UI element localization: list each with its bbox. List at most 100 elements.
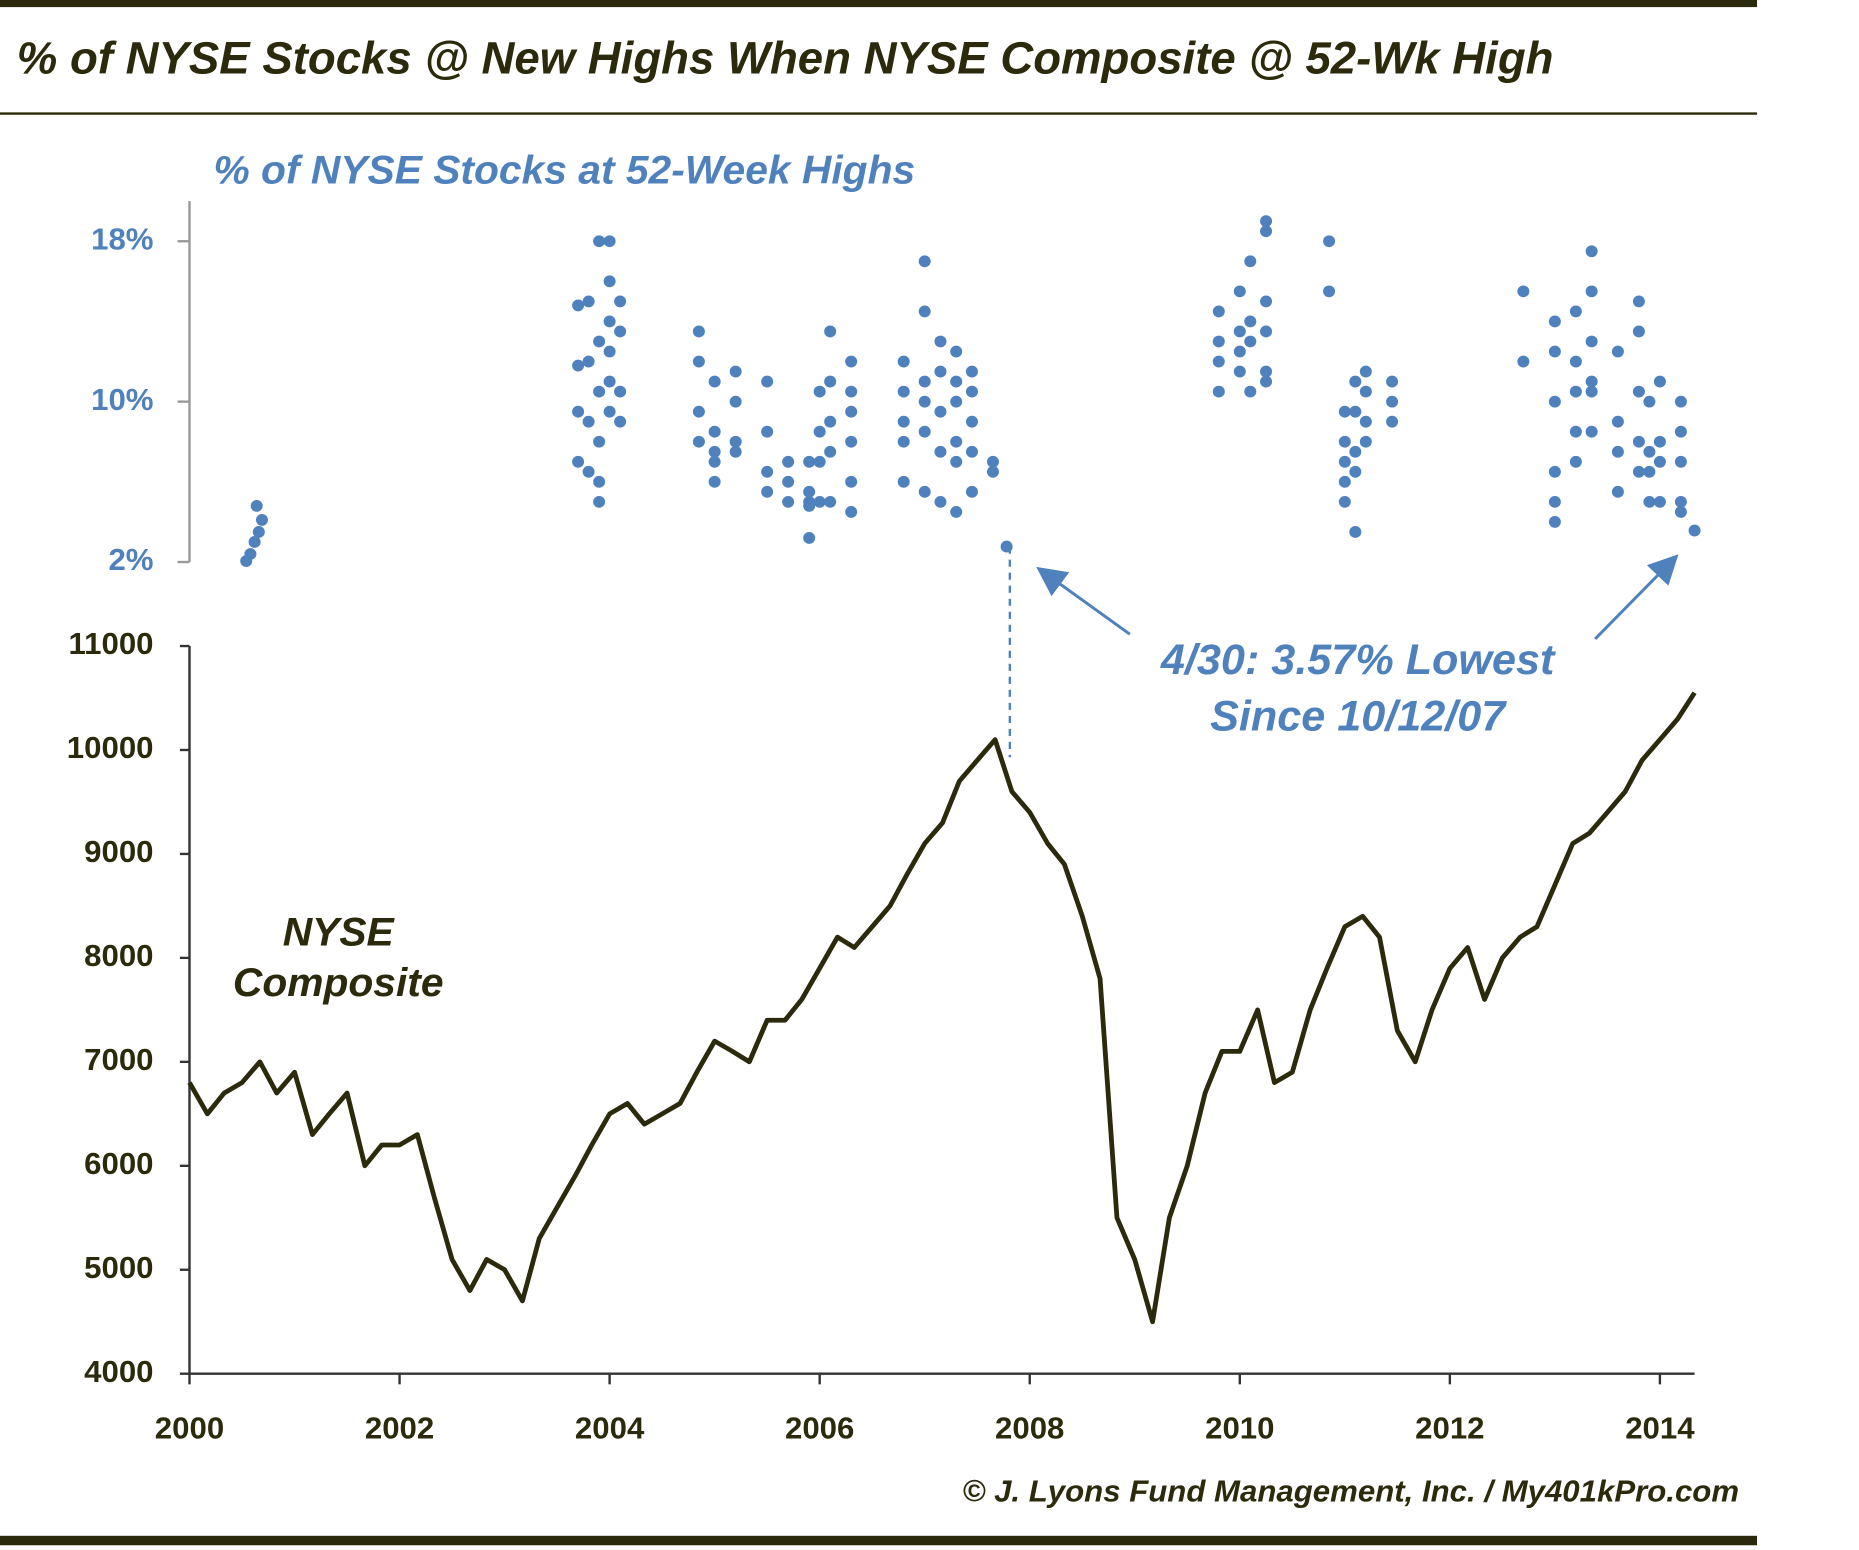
point — [1611, 445, 1624, 458]
arrow — [1036, 566, 1131, 636]
point — [897, 415, 910, 428]
point — [918, 395, 931, 408]
point — [692, 405, 705, 418]
point — [1674, 505, 1687, 518]
scatter-title: % of NYSE Stocks at 52-Week Highs — [213, 147, 915, 193]
point — [1569, 425, 1582, 438]
y-tick-label: 5000 — [84, 1250, 153, 1285]
point — [614, 325, 627, 338]
point — [582, 415, 595, 428]
point — [1569, 305, 1582, 318]
point — [803, 532, 816, 544]
point — [1688, 524, 1701, 537]
point — [1585, 245, 1598, 258]
point — [1653, 495, 1666, 508]
point — [1212, 385, 1225, 398]
point — [1338, 475, 1351, 488]
point — [1233, 325, 1246, 338]
point — [845, 505, 858, 518]
point — [824, 325, 837, 338]
point — [1585, 285, 1598, 298]
point — [934, 365, 947, 378]
point — [1359, 435, 1372, 448]
point — [782, 495, 795, 508]
point — [593, 475, 606, 488]
point — [761, 465, 774, 478]
point — [582, 355, 595, 368]
point — [1260, 325, 1273, 338]
x-tick-label: 2008 — [995, 1411, 1064, 1446]
point — [824, 445, 837, 458]
point — [1349, 375, 1362, 388]
point — [782, 455, 795, 468]
point — [897, 435, 910, 448]
point — [692, 435, 705, 448]
point — [603, 405, 616, 418]
y-tick-label: 6000 — [84, 1146, 153, 1181]
point — [1585, 375, 1598, 388]
top-rule — [0, 0, 1758, 8]
y-tick-label: 4000 — [84, 1354, 153, 1389]
point — [934, 495, 947, 508]
point — [1611, 345, 1624, 358]
point — [986, 455, 999, 468]
point — [250, 499, 263, 512]
point — [1233, 345, 1246, 358]
x-tick-label: 2010 — [1205, 1411, 1274, 1446]
point — [252, 526, 265, 538]
point — [614, 385, 627, 398]
point — [918, 255, 931, 268]
point — [934, 405, 947, 418]
point — [813, 495, 826, 508]
point — [692, 325, 705, 338]
point — [1338, 435, 1351, 448]
point — [1359, 365, 1372, 378]
point — [572, 299, 585, 312]
point — [1244, 385, 1257, 398]
point — [1359, 415, 1372, 428]
point — [603, 345, 616, 358]
y-tick-label: 8000 — [84, 938, 153, 973]
point — [918, 425, 931, 438]
annotation: Since 10/12/07 — [1210, 693, 1507, 741]
point — [255, 514, 268, 526]
point — [1260, 215, 1273, 228]
point — [1569, 385, 1582, 398]
point — [813, 455, 826, 468]
x-tick-label: 2002 — [365, 1411, 434, 1446]
arrow — [1594, 554, 1679, 640]
point — [729, 435, 742, 448]
point — [1359, 385, 1372, 398]
point — [593, 235, 606, 248]
point — [1611, 485, 1624, 498]
point — [803, 485, 816, 498]
point — [593, 335, 606, 348]
point — [603, 315, 616, 328]
point — [582, 295, 595, 308]
point — [845, 435, 858, 448]
point — [572, 359, 585, 372]
point — [708, 425, 721, 438]
point — [1517, 355, 1530, 368]
point — [950, 505, 963, 518]
point — [593, 495, 606, 508]
x-tick-label: 2014 — [1625, 1411, 1695, 1446]
point — [729, 365, 742, 378]
point — [603, 235, 616, 248]
point — [1585, 385, 1598, 398]
point — [1585, 425, 1598, 438]
source: © J. Lyons Fund Management, Inc. / My401… — [962, 1474, 1739, 1509]
point — [1338, 405, 1351, 418]
point — [897, 385, 910, 398]
point — [1653, 435, 1666, 448]
point — [1611, 415, 1624, 428]
point — [813, 425, 826, 438]
point — [614, 295, 627, 308]
point — [572, 455, 585, 468]
point — [1338, 455, 1351, 468]
x-tick-label: 2000 — [155, 1411, 224, 1446]
point — [918, 375, 931, 388]
y-tick-label: 10000 — [67, 730, 154, 765]
point — [803, 499, 816, 512]
